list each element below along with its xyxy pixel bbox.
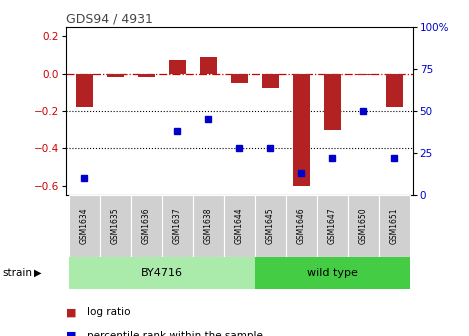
Text: ■: ■ (66, 307, 76, 318)
Bar (200, 57, 217, 74)
Bar (131, 195, 162, 257)
Text: GSM1636: GSM1636 (142, 208, 151, 244)
Text: GSM1646: GSM1646 (297, 208, 306, 244)
Bar (255, 257, 409, 289)
Text: GSM1651: GSM1651 (390, 208, 399, 244)
Text: percentile rank within the sample: percentile rank within the sample (87, 331, 263, 336)
Bar (231, 74, 248, 83)
Text: ▶: ▶ (34, 268, 41, 278)
Text: GSM1650: GSM1650 (359, 208, 368, 244)
Text: GSM1637: GSM1637 (173, 208, 182, 244)
Bar (69, 257, 255, 289)
Bar (378, 195, 409, 257)
Bar (162, 195, 193, 257)
Bar (286, 195, 317, 257)
Text: GDS94 / 4931: GDS94 / 4931 (66, 13, 152, 26)
Bar (324, 74, 340, 130)
Bar (76, 74, 93, 107)
Bar (169, 60, 186, 74)
Text: GSM1638: GSM1638 (204, 208, 213, 244)
Bar (69, 195, 100, 257)
Bar (107, 74, 124, 77)
Text: BY4716: BY4716 (141, 268, 183, 278)
Bar (262, 74, 279, 88)
Bar (386, 74, 403, 107)
Text: GSM1644: GSM1644 (234, 208, 244, 244)
Text: ■: ■ (66, 331, 76, 336)
Text: GSM1635: GSM1635 (111, 208, 120, 244)
Bar (348, 195, 378, 257)
Bar (317, 195, 348, 257)
Bar (293, 74, 310, 185)
Bar (138, 74, 155, 77)
Bar (100, 195, 131, 257)
Bar (355, 74, 371, 75)
Text: GSM1647: GSM1647 (328, 208, 337, 244)
Text: wild type: wild type (307, 268, 357, 278)
Text: strain: strain (2, 268, 32, 278)
Bar (255, 195, 286, 257)
Text: GSM1634: GSM1634 (80, 208, 89, 244)
Text: GSM1645: GSM1645 (265, 208, 275, 244)
Text: log ratio: log ratio (87, 307, 130, 318)
Bar (224, 195, 255, 257)
Bar (193, 195, 224, 257)
